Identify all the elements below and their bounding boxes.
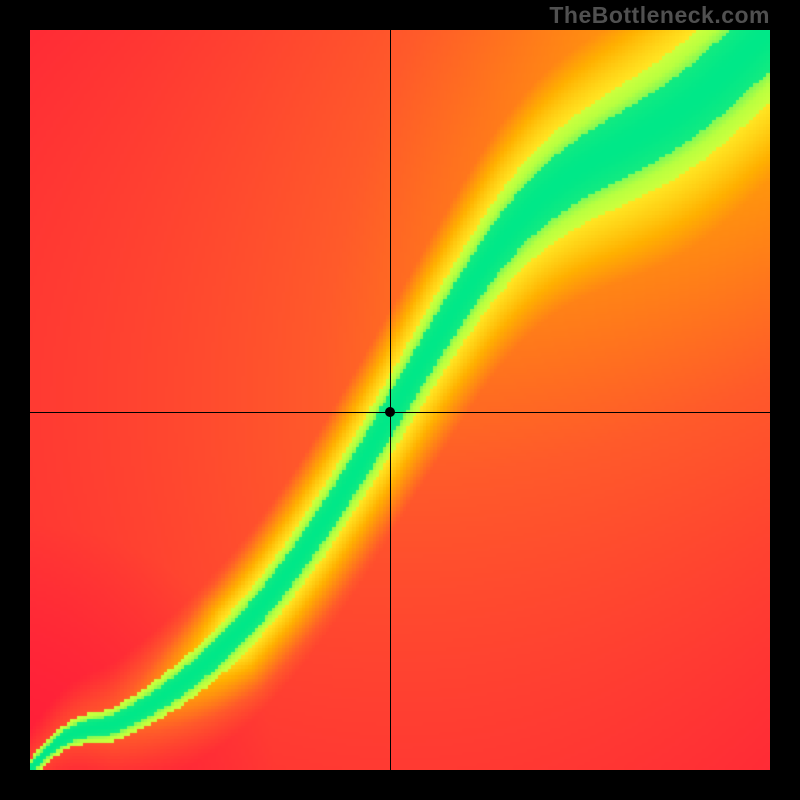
crosshair-marker [385, 407, 395, 417]
crosshair-vertical [390, 30, 391, 770]
plot-area [30, 30, 770, 770]
crosshair-horizontal [30, 412, 770, 413]
heatmap-canvas [30, 30, 770, 770]
watermark-text: TheBottleneck.com [549, 2, 770, 29]
